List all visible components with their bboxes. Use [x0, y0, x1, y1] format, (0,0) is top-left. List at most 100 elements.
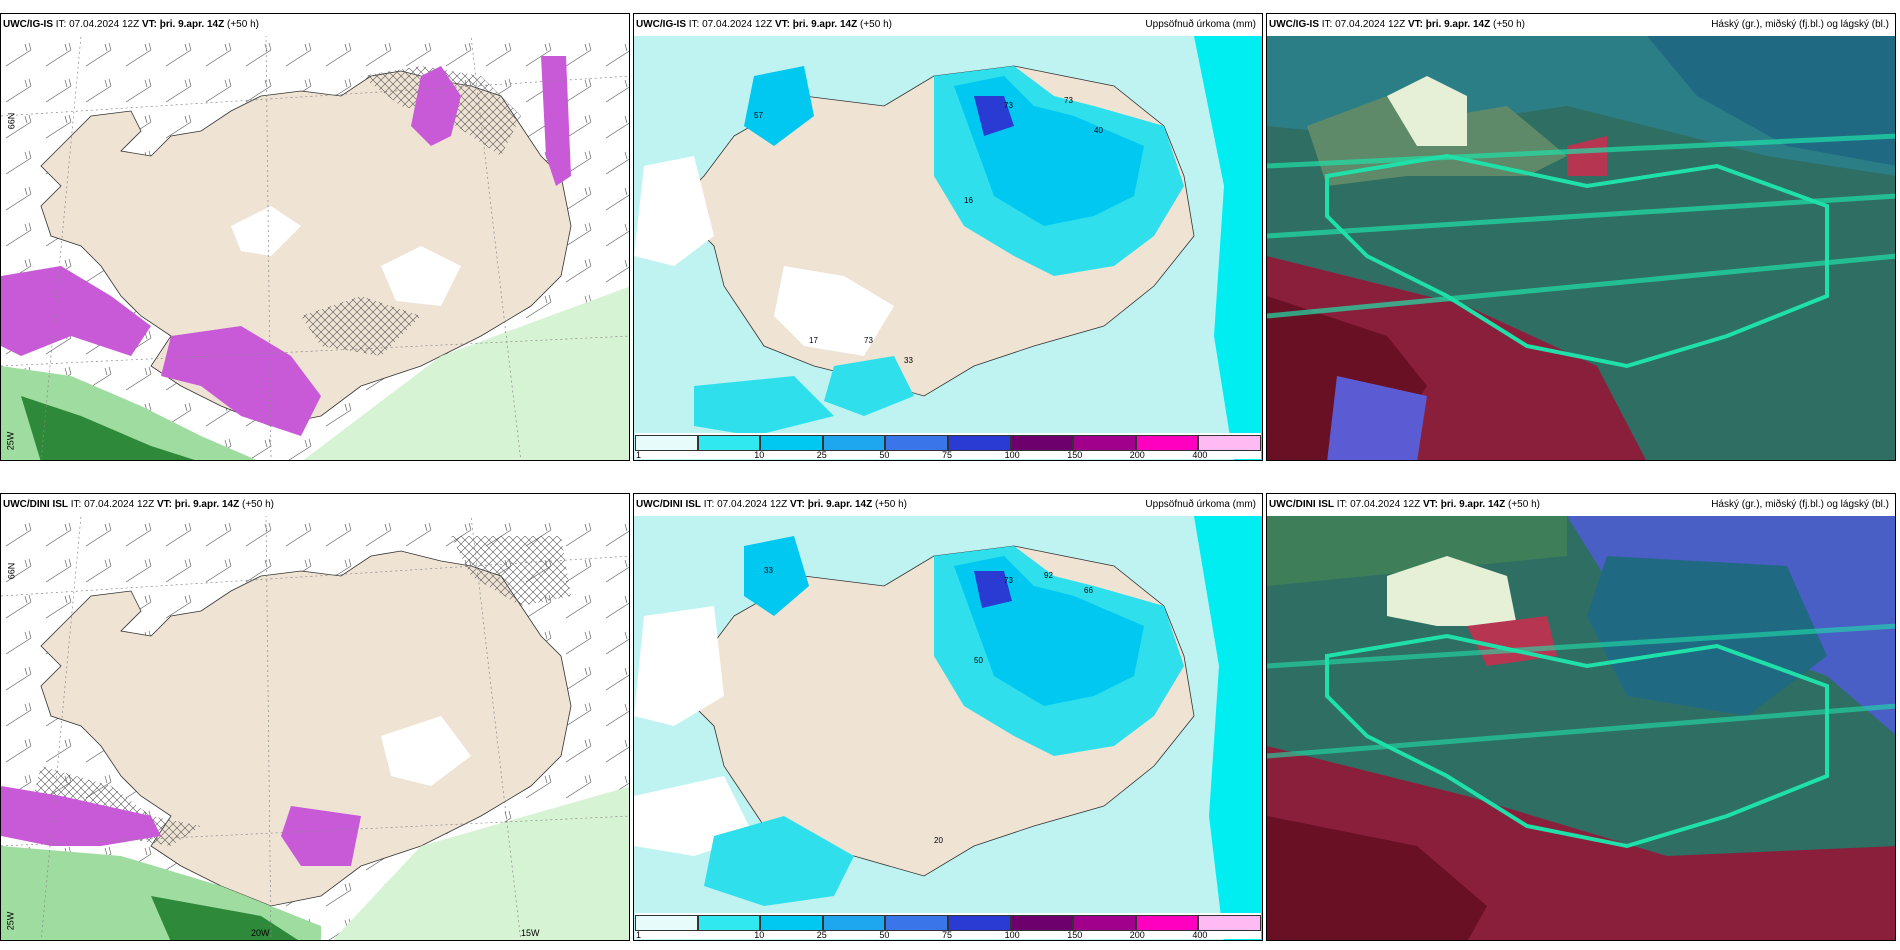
lead-time: (+50 h) [227, 19, 259, 30]
model-name: UWC/IG-IS [1269, 19, 1319, 30]
panel-title: UWC/IG-IS IT: 07.04.2024 12Z VT: þri. 9.… [1267, 14, 1895, 36]
model-name: UWC/DINI ISL [3, 499, 68, 510]
precip-value: 40 [1094, 126, 1103, 135]
colorbar-swatch [948, 915, 1011, 931]
precip-value: 73 [864, 336, 873, 345]
precip-map: 73 92 66 33 50 20 [634, 516, 1262, 940]
colorbar-tick: 150 [1067, 930, 1083, 940]
precip-value: 50 [974, 656, 983, 665]
colorbar-swatch [1198, 915, 1261, 931]
colorbar-tick: 100 [1004, 930, 1020, 940]
valid-time: VT: þri. 9.apr. 14Z [789, 499, 873, 510]
colorbar-tick: 1 [636, 450, 642, 460]
colorbar-tick: 75 [942, 930, 953, 940]
lon-label: 15W [521, 928, 540, 938]
model-name: UWC/IG-IS [636, 19, 686, 30]
lon-label: 20W [251, 928, 270, 938]
panel-title: UWC/IG-IS IT: 07.04.2024 12Z VT: þri. 9.… [1, 14, 629, 36]
colorbar-swatch [760, 915, 823, 931]
colorbar-tick: 400 [1192, 450, 1208, 460]
colorbar: 1 10 25 50 75 100 150 200 400 [635, 433, 1261, 460]
valid-time: VT: þri. 9.apr. 14Z [1422, 499, 1506, 510]
colorbar-swatch [697, 915, 761, 931]
init-time: IT: 07.04.2024 12Z [70, 499, 155, 510]
field-title: Uppsöfnuð úrkoma (mm) [1145, 499, 1256, 510]
valid-time: VT: þri. 9.apr. 14Z [156, 499, 240, 510]
colorbar-swatch [635, 915, 698, 931]
panel-clouds-top: UWC/IG-IS IT: 07.04.2024 12Z VT: þri. 9.… [1266, 13, 1896, 461]
panel-title: UWC/DINI ISL IT: 07.04.2024 12Z VT: þri.… [634, 494, 1262, 516]
colorbar-swatch [822, 435, 886, 451]
precip-value: 73 [1004, 576, 1013, 585]
panel-wind-top: UWC/IG-IS IT: 07.04.2024 12Z VT: þri. 9.… [0, 13, 630, 461]
panel-precip-bottom: UWC/DINI ISL IT: 07.04.2024 12Z VT: þri.… [633, 493, 1263, 941]
model-name: UWC/DINI ISL [636, 499, 701, 510]
colorbar-tick: 200 [1129, 450, 1145, 460]
precip-value: 33 [764, 566, 773, 575]
wind-map: 66N 25W 20W 15W [1, 36, 629, 460]
colorbar-tick: 100 [1004, 450, 1020, 460]
panel-title: UWC/IG-IS IT: 07.04.2024 12Z VT: þri. 9.… [634, 14, 1262, 36]
colorbar-swatch [1073, 915, 1136, 931]
colorbar-swatch [948, 435, 1011, 451]
precip-value: 66 [1084, 586, 1093, 595]
field-title: Háský (gr.), miðský (fj.bl.) og lágský (… [1711, 19, 1889, 30]
valid-time: VT: þri. 9.apr. 14Z [1407, 19, 1491, 30]
lon-label: 25W [5, 431, 16, 451]
colorbar-tick: 400 [1192, 930, 1208, 940]
model-name: UWC/IG-IS [3, 19, 53, 30]
lead-time: (+50 h) [860, 19, 892, 30]
lat-label: 66N [6, 112, 17, 130]
init-time: IT: 07.04.2024 12Z [1336, 499, 1421, 510]
precip-value: 33 [904, 356, 913, 365]
colorbar-swatch [885, 915, 948, 931]
lon-label: 25W [5, 911, 16, 931]
colorbar-tick: 25 [816, 450, 827, 460]
colorbar-swatch [1073, 435, 1136, 451]
colorbar-swatch [1010, 435, 1074, 451]
panel-clouds-bottom: UWC/DINI ISL IT: 07.04.2024 12Z VT: þri.… [1266, 493, 1896, 941]
lat-label: 66N [6, 562, 17, 580]
precip-value: 92 [1044, 571, 1053, 580]
precip-value: 20 [934, 836, 943, 845]
colorbar-tick: 75 [942, 450, 953, 460]
init-time: IT: 07.04.2024 12Z [1321, 19, 1406, 30]
colorbar-tick: 50 [879, 930, 890, 940]
wind-map: 66N 25W 20W 15W [1, 516, 629, 940]
lead-time: (+50 h) [1493, 19, 1525, 30]
panel-title: UWC/DINI ISL IT: 07.04.2024 12Z VT: þri.… [1, 494, 629, 516]
precip-map: 73 73 73 16 40 57 33 17 [634, 36, 1262, 460]
colorbar: 1 10 25 50 75 100 150 200 400 [635, 913, 1261, 940]
precip-value: 16 [964, 196, 973, 205]
init-time: IT: 07.04.2024 12Z [688, 19, 773, 30]
precip-value: 17 [809, 336, 818, 345]
colorbar-tick: 25 [816, 930, 827, 940]
colorbar-swatch [760, 435, 823, 451]
lead-time: (+50 h) [875, 499, 907, 510]
colorbar-swatch [635, 435, 698, 451]
init-time: IT: 07.04.2024 12Z [703, 499, 788, 510]
panel-title: UWC/DINI ISL IT: 07.04.2024 12Z VT: þri.… [1267, 494, 1895, 516]
colorbar-swatch [697, 435, 761, 451]
precip-value: 57 [754, 111, 763, 120]
precip-value: 73 [1064, 96, 1073, 105]
init-time: IT: 07.04.2024 12Z [55, 19, 140, 30]
lead-time: (+50 h) [242, 499, 274, 510]
colorbar-tick: 1 [636, 930, 642, 940]
colorbar-swatch [822, 915, 886, 931]
colorbar-tick: 200 [1129, 930, 1145, 940]
colorbar-swatch [1135, 915, 1199, 931]
colorbar-tick: 10 [754, 930, 765, 940]
field-title: Háský (gr.), miðský (fj.bl.) og lágský (… [1711, 499, 1889, 510]
cloud-map [1267, 36, 1895, 460]
colorbar-tick: 50 [879, 450, 890, 460]
valid-time: VT: þri. 9.apr. 14Z [141, 19, 225, 30]
model-name: UWC/DINI ISL [1269, 499, 1334, 510]
colorbar-tick: 150 [1067, 450, 1083, 460]
panel-wind-bottom: UWC/DINI ISL IT: 07.04.2024 12Z VT: þri.… [0, 493, 630, 941]
panel-precip-top: UWC/IG-IS IT: 07.04.2024 12Z VT: þri. 9.… [633, 13, 1263, 461]
field-title: Uppsöfnuð úrkoma (mm) [1145, 19, 1256, 30]
colorbar-swatch [885, 435, 948, 451]
colorbar-tick: 10 [754, 450, 765, 460]
lead-time: (+50 h) [1508, 499, 1540, 510]
